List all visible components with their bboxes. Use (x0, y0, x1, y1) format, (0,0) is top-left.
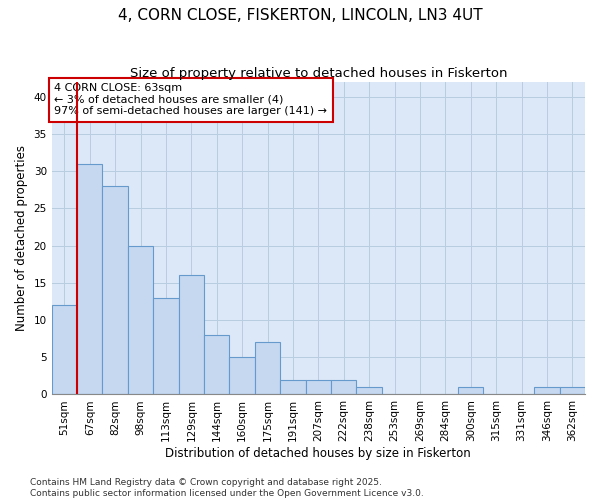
Text: Contains HM Land Registry data © Crown copyright and database right 2025.
Contai: Contains HM Land Registry data © Crown c… (30, 478, 424, 498)
Title: Size of property relative to detached houses in Fiskerton: Size of property relative to detached ho… (130, 68, 507, 80)
Text: 4, CORN CLOSE, FISKERTON, LINCOLN, LN3 4UT: 4, CORN CLOSE, FISKERTON, LINCOLN, LN3 4… (118, 8, 482, 22)
Bar (255, 342, 280, 394)
Bar (560, 387, 585, 394)
Bar (458, 387, 484, 394)
Bar (153, 298, 179, 394)
Bar (179, 276, 204, 394)
Bar (229, 357, 255, 395)
Text: 4 CORN CLOSE: 63sqm
← 3% of detached houses are smaller (4)
97% of semi-detached: 4 CORN CLOSE: 63sqm ← 3% of detached hou… (55, 83, 328, 116)
Bar (128, 246, 153, 394)
Bar (204, 335, 229, 394)
Bar (280, 380, 305, 394)
Bar (331, 380, 356, 394)
Bar (356, 387, 382, 394)
Y-axis label: Number of detached properties: Number of detached properties (15, 145, 28, 331)
Bar (305, 380, 331, 394)
X-axis label: Distribution of detached houses by size in Fiskerton: Distribution of detached houses by size … (166, 447, 471, 460)
Bar (103, 186, 128, 394)
Bar (534, 387, 560, 394)
Bar (77, 164, 103, 394)
Bar (52, 305, 77, 394)
